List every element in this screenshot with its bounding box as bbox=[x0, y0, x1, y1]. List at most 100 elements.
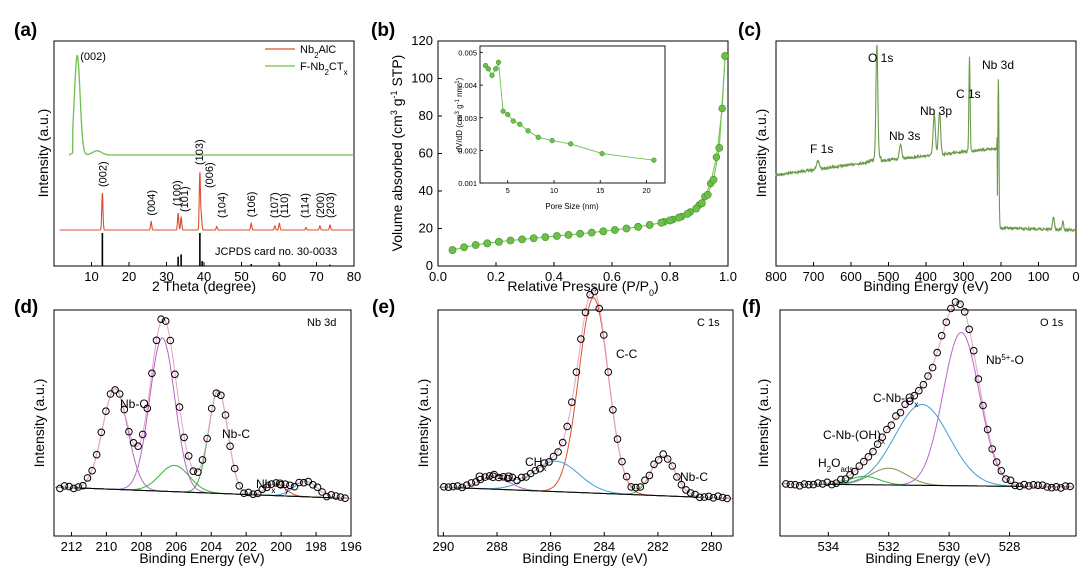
panel-d-x-axis-label: Binding Energy (eV) bbox=[139, 550, 264, 566]
peak-label: (101) bbox=[179, 186, 191, 212]
measured-point bbox=[102, 407, 110, 416]
inset-y-tick-label: 0.005 bbox=[458, 49, 477, 58]
panel-b-y-tick-label: 120 bbox=[411, 33, 433, 48]
panel-b-x-tick-label: 1.0 bbox=[719, 269, 737, 284]
panel-c-x-tick-label-800: 800 bbox=[765, 269, 787, 284]
measured-point bbox=[933, 348, 942, 357]
panel-e-x-tick-label-284: 284 bbox=[593, 539, 615, 554]
panel-a-x-tick-label-60: 60 bbox=[272, 269, 286, 284]
measured-point bbox=[281, 480, 290, 489]
panel-e-x-tick-label-280: 280 bbox=[701, 539, 723, 554]
measured-point bbox=[111, 386, 119, 394]
measured-point bbox=[723, 494, 731, 503]
measured-point bbox=[1025, 482, 1033, 490]
measured-point bbox=[1043, 483, 1051, 491]
panel-b-y-axis-label: Volume absorbed (cm3 g-1 STP) bbox=[389, 55, 405, 252]
measured-point bbox=[240, 489, 248, 498]
panel-c-o1s-label: O 1s bbox=[868, 51, 893, 65]
adsorption-point bbox=[692, 204, 700, 213]
peak-label: (103) bbox=[194, 139, 206, 165]
panel-d-x-ticks: 212 210 208 206 204 202 200 198 196 bbox=[61, 532, 362, 554]
panel-f-label: (f) bbox=[742, 297, 761, 318]
measured-point bbox=[650, 460, 658, 469]
panel-b-isotherm-points bbox=[448, 52, 729, 254]
adsorption-point bbox=[611, 226, 619, 234]
panel-b-x-tick-label: 0.0 bbox=[429, 269, 447, 284]
measured-point bbox=[590, 287, 599, 296]
panel-e-cc-label: C-C bbox=[616, 347, 638, 361]
measured-point bbox=[997, 467, 1006, 475]
measured-point bbox=[636, 483, 645, 491]
panel-d-nbxoy-label: NbxOy bbox=[256, 477, 289, 495]
panel-c-c1s-label: C 1s bbox=[956, 87, 981, 101]
panel-c-x-tick-label-200: 200 bbox=[990, 269, 1012, 284]
peak-label: (203) bbox=[325, 192, 337, 218]
measured-point bbox=[1047, 483, 1056, 492]
measured-point bbox=[947, 304, 955, 313]
measured-point bbox=[134, 442, 142, 451]
measured-point bbox=[286, 481, 294, 490]
measured-point bbox=[860, 457, 868, 466]
measured-point bbox=[554, 448, 562, 456]
panel-c-x-tick-label-100: 100 bbox=[1028, 269, 1050, 284]
measured-point bbox=[309, 481, 317, 489]
measured-point bbox=[125, 427, 133, 436]
measured-point bbox=[517, 473, 526, 482]
inset-y-tick-label: 0.001 bbox=[458, 179, 477, 188]
measured-point bbox=[631, 483, 640, 492]
panel-f-corner-label: O 1s bbox=[1040, 317, 1064, 329]
measured-point bbox=[850, 467, 859, 476]
adsorption-point bbox=[576, 229, 584, 238]
adsorption-point bbox=[494, 237, 503, 246]
panel-e: (e) 290 288 286 284 282 280 Intensity (a.u.) … bbox=[372, 287, 734, 566]
measured-point bbox=[613, 435, 622, 443]
measured-point bbox=[622, 472, 631, 481]
measured-point bbox=[115, 390, 124, 398]
measured-point bbox=[878, 433, 887, 442]
inset-point bbox=[510, 118, 516, 124]
measured-point bbox=[883, 425, 891, 434]
measured-point bbox=[595, 304, 604, 313]
panel-c-x-tick-label-700: 700 bbox=[803, 269, 825, 284]
panel-d-x-tick-label-212: 212 bbox=[61, 539, 83, 554]
measured-point bbox=[915, 386, 923, 395]
measured-point bbox=[1066, 482, 1074, 491]
panel-e-x-tick-label-282: 282 bbox=[647, 539, 669, 554]
inset-point bbox=[493, 66, 499, 72]
panel-f-x-tick-label-528: 528 bbox=[999, 539, 1021, 554]
panel-b-x-tick-label: 0.4 bbox=[545, 269, 563, 284]
measured-point bbox=[267, 480, 276, 488]
inset-point bbox=[500, 108, 506, 114]
inset-point bbox=[489, 72, 495, 79]
panel-d-label: (d) bbox=[14, 297, 38, 318]
adsorption-point bbox=[645, 221, 654, 229]
adsorption-point bbox=[483, 239, 492, 248]
panel-e-fit-envelope bbox=[438, 289, 733, 500]
inset-x-tick-label: 20 bbox=[642, 186, 650, 195]
panel-d-y-axis-label: Intensity (a.u.) bbox=[31, 379, 47, 468]
measured-point bbox=[74, 483, 83, 491]
panel-f-y-axis-label: Intensity (a.u.) bbox=[755, 379, 771, 468]
panel-d-x-tick-label-208: 208 bbox=[131, 539, 153, 554]
panel-c-f1s-label: F 1s bbox=[810, 142, 833, 156]
panel-a-legend: Nb2AlC F-Nb2CTx bbox=[265, 44, 348, 77]
panel-b-inset-frame bbox=[479, 45, 666, 184]
measured-point bbox=[873, 440, 882, 449]
inset-point bbox=[517, 121, 523, 127]
measured-point bbox=[627, 483, 636, 491]
adsorption-point bbox=[518, 235, 526, 244]
panel-f-x-tick-label-532: 532 bbox=[878, 539, 900, 554]
measured-point bbox=[504, 474, 512, 483]
panel-a-reference-bars bbox=[101, 233, 331, 266]
peak-label: (110) bbox=[279, 193, 291, 218]
adsorption-point bbox=[564, 230, 573, 239]
measured-point bbox=[494, 473, 503, 482]
inset-y-tick-label: 0.003 bbox=[458, 114, 477, 123]
inset-y-tick-label: 0.004 bbox=[458, 81, 477, 90]
measured-point bbox=[924, 372, 932, 380]
measured-point bbox=[327, 491, 336, 499]
inset-point bbox=[568, 141, 574, 147]
measured-point bbox=[258, 485, 267, 494]
measured-point bbox=[226, 442, 234, 451]
